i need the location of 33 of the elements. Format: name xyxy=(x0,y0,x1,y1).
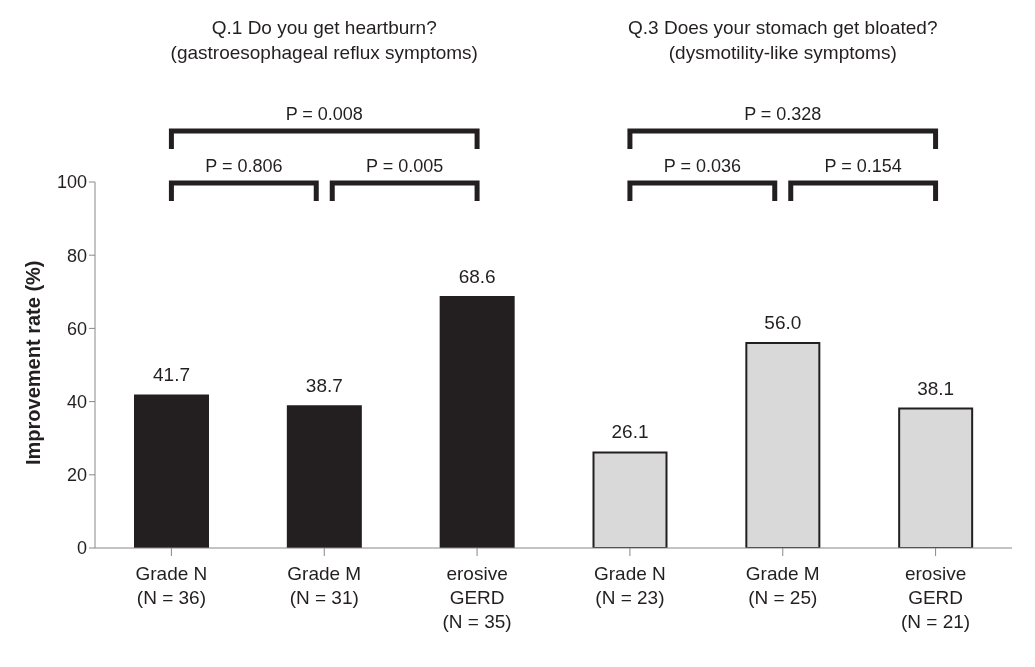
bar xyxy=(439,295,515,548)
data-label: 41.7 xyxy=(153,364,190,386)
bar xyxy=(592,451,668,548)
text: P = 0.036 xyxy=(663,156,741,176)
data-label: 68.6 xyxy=(458,265,496,287)
text: P = 0.005 xyxy=(366,156,444,176)
x-tick-label: Grade N (N = 36) xyxy=(135,563,208,608)
data-label: 26.1 xyxy=(611,421,649,443)
y-tick-label: 60 xyxy=(66,318,87,339)
y-tick-label: 40 xyxy=(66,391,87,412)
y-tick-label: 80 xyxy=(66,245,87,266)
y-tick-label: 20 xyxy=(66,465,87,486)
bar xyxy=(134,394,209,548)
text: P = 0.008 xyxy=(285,104,363,124)
text: P = 0.154 xyxy=(824,156,902,176)
x-tick-label: Grade N (N = 23) xyxy=(594,563,666,608)
y-axis-title: Improvement rate (%) xyxy=(22,260,45,465)
text: P = 0.806 xyxy=(205,156,283,176)
x-tick-label: erosive GERD (N = 21) xyxy=(901,563,971,632)
bar xyxy=(745,342,821,548)
x-tick-label: erosive GERD (N = 35) xyxy=(442,563,512,632)
data-label: 56.0 xyxy=(764,312,802,334)
data-label: 38.7 xyxy=(305,375,343,397)
x-tick-label: Grade M (N = 31) xyxy=(287,563,362,608)
y-tick-label: 100 xyxy=(56,172,87,193)
text: Q.1 Do you get heartburn? (gastroesophageal reflux symptoms) xyxy=(170,17,478,63)
x-tick-label: Grade M (N = 25) xyxy=(745,563,820,608)
bar xyxy=(286,405,362,548)
text: P = 0.328 xyxy=(744,104,822,124)
bar xyxy=(898,407,974,548)
text: Q.3 Does your stomach get bloated? (dysmotility-like symptoms) xyxy=(628,17,938,63)
data-label: 38.1 xyxy=(917,377,955,399)
y-tick-label: 0 xyxy=(76,538,87,559)
